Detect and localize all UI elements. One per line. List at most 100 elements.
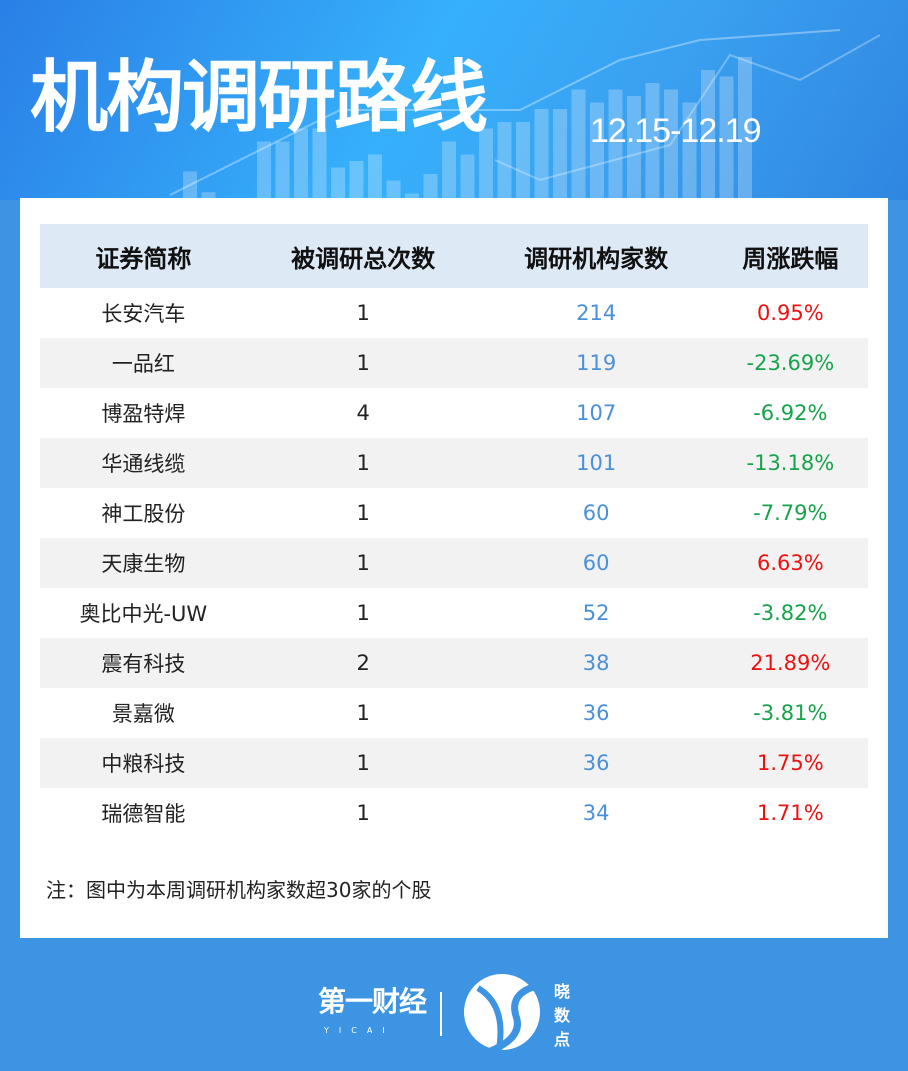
footnote: 注：图中为本周调研机构家数超30家的个股 xyxy=(46,878,432,902)
decor-bar xyxy=(719,76,734,200)
decor-bar xyxy=(627,96,641,200)
weekly-change: 1.71% xyxy=(756,801,824,825)
decor-bar xyxy=(590,102,604,200)
research-times: 1 xyxy=(246,338,480,388)
institution-count: 60 xyxy=(479,538,713,588)
decor-bar xyxy=(442,141,456,200)
research-times: 1 xyxy=(356,701,370,725)
research-times: 1 xyxy=(246,538,480,588)
table-row: 奥比中光-UW 1 52 -3.82% xyxy=(40,588,868,638)
table-row: 长安汽车 1 214 0.95% xyxy=(40,288,868,338)
decor-bar xyxy=(349,161,364,200)
stock-name: 震有科技 xyxy=(40,638,247,688)
decor-bar xyxy=(331,167,345,200)
weekly-change: -23.69% xyxy=(712,338,868,388)
table-header: 证券简称 被调研总次数 调研机构家数 周涨跌幅 xyxy=(40,224,868,288)
institution-count: 36 xyxy=(479,738,713,788)
decor-bar xyxy=(738,57,752,200)
stock-name: 长安汽车 xyxy=(101,302,186,326)
table-row: 瑞德智能 1 34 1.71% xyxy=(40,788,868,838)
decor-bar xyxy=(405,193,419,200)
table-row: 震有科技 2 38 21.89% xyxy=(40,638,868,688)
stock-name: 景嘉微 xyxy=(111,702,175,726)
research-times: 1 xyxy=(246,438,480,488)
research-times: 1 xyxy=(356,801,370,825)
decor-bar xyxy=(423,174,438,200)
research-times: 4 xyxy=(356,401,370,425)
institution-count: 107 xyxy=(576,401,617,425)
stock-name: 华通线缆 xyxy=(40,438,247,488)
stock-name: 中粮科技 xyxy=(40,738,247,788)
institution-count: 214 xyxy=(576,301,617,325)
decor-bar xyxy=(460,154,475,200)
table-card: 证券简称 被调研总次数 调研机构家数 周涨跌幅 长安汽车 1 214 0.95% 一品红… xyxy=(20,198,888,938)
research-table: 证券简称 被调研总次数 调研机构家数 周涨跌幅 长安汽车 1 214 0.95% 一品红… xyxy=(40,224,868,838)
table-row: 中粮科技 1 36 1.75% xyxy=(40,738,868,788)
table-row: 华通线缆 1 101 -13.18% xyxy=(40,438,868,488)
stock-name: 天康生物 xyxy=(40,538,247,588)
weekly-change: 6.63% xyxy=(712,538,868,588)
decor-bar xyxy=(294,128,308,200)
decor-bar xyxy=(275,141,290,200)
weekly-change: -7.79% xyxy=(753,501,828,525)
yicai-logo: 第一财经 xyxy=(318,985,427,1018)
weekly-change: 1.75% xyxy=(712,738,868,788)
weekly-change: -13.18% xyxy=(712,438,868,488)
col-institutions: 调研机构家数 xyxy=(479,224,713,288)
footer: 第一财经 YICAI 晓数点 xyxy=(0,960,908,1066)
institution-count: 38 xyxy=(479,638,713,688)
research-times: 1 xyxy=(246,738,480,788)
decor-bar xyxy=(664,89,678,200)
weekly-change: -6.92% xyxy=(753,401,828,425)
decor-bar xyxy=(645,83,660,200)
institution-count: 101 xyxy=(479,438,713,488)
research-times: 1 xyxy=(356,501,370,525)
col-change: 周涨跌幅 xyxy=(712,224,868,288)
decor-bar xyxy=(183,171,197,200)
col-times: 被调研总次数 xyxy=(246,224,480,288)
decor-bar xyxy=(516,122,530,200)
decor-bar xyxy=(608,89,623,200)
date-range: 12.15-12.19 xyxy=(590,112,761,150)
weekly-change: -3.82% xyxy=(753,601,828,625)
table-row: 一品红 1 119 -23.69% xyxy=(40,338,868,388)
institution-count: 119 xyxy=(479,338,713,388)
institution-count: 36 xyxy=(582,701,610,725)
stock-name: 瑞德智能 xyxy=(101,802,186,826)
page-title: 机构调研路线 xyxy=(30,53,488,143)
decor-bar xyxy=(257,141,271,200)
stock-name: 神工股份 xyxy=(101,502,186,526)
divider xyxy=(440,992,442,1036)
weekly-change: 0.95% xyxy=(756,301,824,325)
decor-bar xyxy=(682,102,697,200)
weekly-change: 21.89% xyxy=(712,638,868,688)
decor-bar xyxy=(534,109,549,200)
decor-bar xyxy=(479,128,493,200)
stock-name: 博盈特焊 xyxy=(101,402,186,426)
institution-count: 52 xyxy=(582,601,610,625)
decor-bar xyxy=(553,109,567,200)
decor-bar xyxy=(312,128,327,200)
header-banner: 机构调研路线 12.15-12.19 xyxy=(0,0,908,200)
stock-name: 一品红 xyxy=(40,338,247,388)
institution-count: 34 xyxy=(582,801,610,825)
decor-bar xyxy=(386,180,401,200)
col-name: 证券简称 xyxy=(40,224,247,288)
table-row: 博盈特焊 4 107 -6.92% xyxy=(40,388,868,438)
chart-decoration xyxy=(169,29,881,200)
research-times: 1 xyxy=(356,301,370,325)
table-row: 景嘉微 1 36 -3.81% xyxy=(40,688,868,738)
yicai-logo-sub: YICAI xyxy=(324,1026,395,1035)
research-times: 1 xyxy=(356,601,370,625)
table-row: 天康生物 1 60 6.63% xyxy=(40,538,868,588)
decor-bar xyxy=(497,122,512,200)
institution-count: 60 xyxy=(582,501,610,525)
table-row: 神工股份 1 60 -7.79% xyxy=(40,488,868,538)
decor-bar xyxy=(571,89,586,200)
xiaoshudian-text: 晓数点 xyxy=(554,982,571,1049)
weekly-change: -3.81% xyxy=(753,701,828,725)
stock-name: 奥比中光-UW xyxy=(79,602,208,626)
xiaoshudian-logo-icon xyxy=(464,974,547,1056)
decor-bar xyxy=(368,154,382,200)
decor-bar xyxy=(701,70,715,200)
